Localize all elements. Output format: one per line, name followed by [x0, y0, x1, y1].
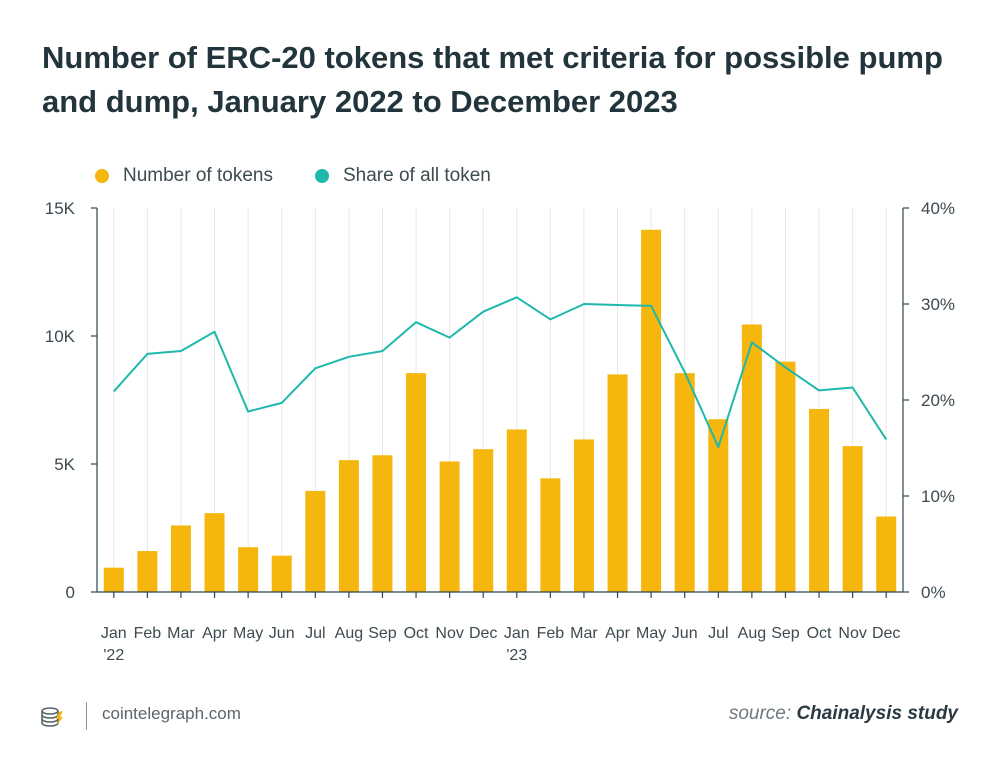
- legend-dot-tokens: [95, 169, 109, 183]
- legend-dot-share: [314, 169, 329, 183]
- x-tick-label-16: May: [636, 625, 666, 642]
- bar-jan-0: [103, 567, 124, 592]
- x-tick-label-20: Sep: [771, 625, 800, 642]
- x-tick-label-8: Sep: [368, 625, 397, 642]
- y-left-tick-label-2: 10K: [45, 327, 76, 346]
- y-right-tick-label-3: 30%: [921, 295, 955, 314]
- bar-series: [103, 229, 897, 592]
- footer-divider: [86, 702, 87, 730]
- x-tick-label-7: Aug: [335, 625, 363, 642]
- y-left-tick-label-3: 15K: [45, 199, 76, 218]
- bar-oct-9: [406, 373, 427, 592]
- legend-label-share: Share of all token: [342, 165, 491, 186]
- bar-apr-3: [204, 513, 225, 592]
- grid-lines: [113, 208, 887, 592]
- x-year-label-12: '23: [506, 647, 527, 664]
- footer-source: source: Chainalysis study: [729, 703, 958, 725]
- bar-may-16: [641, 229, 662, 592]
- x-tick-label-11: Dec: [469, 625, 497, 642]
- footer-site[interactable]: cointelegraph.com: [102, 704, 241, 723]
- source-name: Chainalysis study: [796, 703, 958, 724]
- x-tick-label-13: Feb: [537, 625, 565, 642]
- bar-apr-15: [607, 374, 628, 592]
- x-tick-label-4: May: [233, 625, 263, 642]
- bar-jul-6: [305, 490, 326, 592]
- x-tick-label-10: Nov: [435, 625, 463, 642]
- tick-labels: 0 5K 10K 15K 0% 10% 20% 30% 40% Jan '22 Feb Mar Apr Ma…: [45, 199, 955, 664]
- legend-item-tokens: Number of tokens: [95, 165, 273, 187]
- x-tick-label-9: Oct: [404, 625, 429, 642]
- bar-oct-21: [809, 408, 830, 592]
- bar-dec-23: [876, 516, 897, 592]
- x-tick-label-22: Nov: [838, 625, 866, 642]
- bar-feb-13: [540, 478, 561, 592]
- x-tick-label-12: Jan: [504, 625, 530, 642]
- bar-mar-2: [170, 525, 191, 592]
- chart-title: Number of ERC-20 tokens that met criteri…: [42, 40, 943, 119]
- y-right-tick-label-0: 0%: [921, 583, 946, 602]
- y-left-tick-label-1: 5K: [54, 455, 75, 474]
- bar-may-4: [238, 547, 259, 592]
- x-tick-label-19: Aug: [738, 625, 766, 642]
- bar-jul-18: [708, 419, 729, 592]
- y-left-tick-label-0: 0: [66, 583, 75, 602]
- share-line: [113, 296, 888, 448]
- cointelegraph-logo-icon: [41, 707, 63, 727]
- x-tick-label-18: Jul: [708, 625, 728, 642]
- bar-aug-19: [741, 324, 762, 592]
- source-label: source:: [728, 703, 792, 724]
- x-tick-label-5: Jun: [269, 625, 295, 642]
- bar-jun-5: [271, 555, 292, 592]
- legend-item-share: Share of all token: [314, 165, 491, 187]
- bar-jun-17: [674, 373, 695, 592]
- bar-sep-20: [775, 361, 796, 592]
- x-tick-label-1: Feb: [134, 625, 162, 642]
- bar-nov-10: [439, 461, 460, 592]
- x-tick-label-21: Oct: [807, 625, 832, 642]
- x-year-label-0: '22: [103, 647, 124, 664]
- bar-mar-14: [573, 439, 594, 592]
- bar-dec-11: [473, 449, 494, 592]
- x-tick-label-2: Mar: [167, 625, 195, 642]
- bar-sep-8: [372, 455, 393, 592]
- x-tick-label-0: Jan: [101, 625, 127, 642]
- chart-area: 0 5K 10K 15K 0% 10% 20% 30% 40% Jan '22 Feb Mar Apr Ma…: [45, 199, 955, 664]
- legend: Number of tokens Share of all token: [95, 164, 533, 188]
- x-tick-label-23: Dec: [872, 625, 900, 642]
- x-tick-label-6: Jul: [305, 625, 325, 642]
- x-tick-label-15: Apr: [605, 625, 631, 642]
- y-right-tick-label-2: 20%: [921, 391, 955, 410]
- legend-label-tokens: Number of tokens: [123, 165, 273, 186]
- bar-feb-1: [137, 551, 158, 592]
- line-series: [113, 296, 888, 448]
- bar-nov-22: [842, 446, 863, 592]
- x-tick-label-3: Apr: [202, 625, 228, 642]
- x-tick-label-17: Jun: [672, 625, 698, 642]
- axes: [91, 207, 909, 598]
- bar-aug-7: [338, 460, 359, 592]
- x-tick-label-14: Mar: [570, 625, 598, 642]
- y-right-tick-label-1: 10%: [921, 487, 955, 506]
- y-right-tick-label-4: 40%: [921, 199, 955, 218]
- bar-jan-12: [506, 429, 527, 592]
